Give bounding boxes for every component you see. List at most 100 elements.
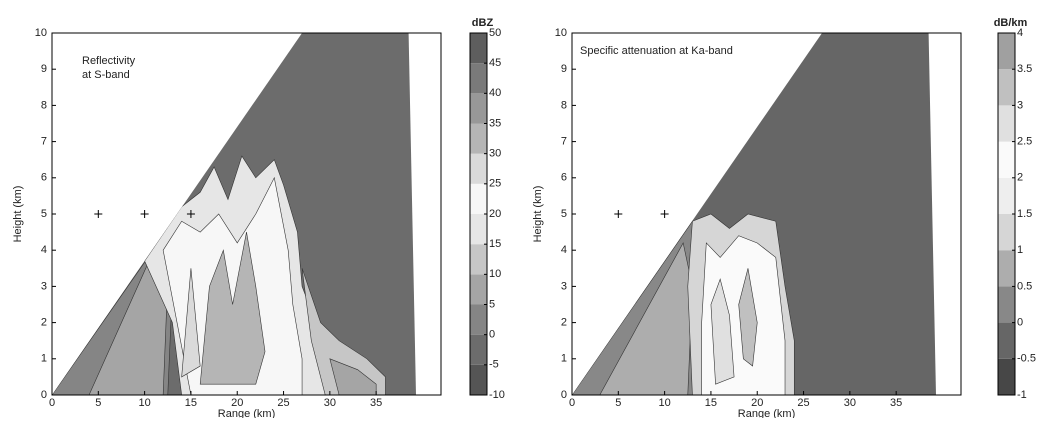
marker: [94, 210, 103, 218]
colorbar-tick-label: 50: [489, 27, 501, 39]
colorbar-tick-label: 20: [489, 208, 501, 220]
annotation: Reflectivity: [82, 55, 136, 67]
x-tick-label: 25: [277, 397, 289, 409]
y-tick-label: 9: [561, 63, 567, 75]
annotation: at S-band: [82, 69, 130, 81]
y-tick-label: 1: [561, 353, 567, 365]
y-tick-label: 0: [41, 389, 47, 401]
y-tick-label: 5: [561, 208, 567, 220]
colorbar-segment: [470, 33, 487, 64]
colorbar-tick-label: 4: [1017, 27, 1023, 39]
x-tick-label: 0: [49, 397, 55, 409]
annotation: Specific attenuation at Ka-band: [580, 45, 733, 57]
y-tick-label: 8: [41, 99, 47, 111]
colorbar-segment: [470, 93, 487, 124]
x-tick-label: 10: [138, 397, 150, 409]
colorbar-segment: [470, 123, 487, 154]
marker: [186, 210, 195, 218]
colorbar-segment: [470, 63, 487, 94]
colorbar-tick-label: -10: [489, 389, 505, 401]
colorbar-segment: [998, 69, 1015, 106]
contour-region: [181, 268, 201, 378]
x-tick-label: 15: [705, 397, 717, 409]
colorbar-tick-label: 45: [489, 57, 501, 69]
colorbar-tick-label: 0: [1017, 317, 1023, 329]
colorbar-tick-label: 15: [489, 238, 501, 250]
colorbar-label: dBZ: [472, 17, 494, 29]
marker: [140, 210, 149, 218]
colorbar-segment: [470, 214, 487, 245]
y-axis-label: Height (km): [12, 186, 24, 243]
x-tick-label: 25: [797, 397, 809, 409]
colorbar-tick-label: 1.5: [1017, 208, 1032, 220]
x-tick-label: 30: [324, 397, 336, 409]
colorbar-segment: [470, 274, 487, 305]
y-tick-label: 10: [555, 27, 567, 39]
colorbar-segment: [998, 33, 1015, 70]
colorbar-tick-label: -1: [1017, 389, 1027, 401]
colorbar-tick-label: -5: [489, 359, 499, 371]
y-tick-label: 5: [41, 208, 47, 220]
colorbar-tick-label: 10: [489, 268, 501, 280]
y-tick-label: 7: [41, 136, 47, 148]
x-tick-label: 35: [370, 397, 382, 409]
colorbar-segment: [998, 177, 1015, 214]
colorbar-tick-label: 3.5: [1017, 63, 1032, 75]
colorbar-segment: [470, 153, 487, 184]
x-tick-label: 35: [890, 397, 902, 409]
colorbar-segment: [998, 214, 1015, 251]
y-tick-label: 3: [41, 280, 47, 292]
x-axis-label: Range (km): [738, 408, 795, 418]
marker: [614, 210, 623, 218]
y-tick-label: 2: [561, 317, 567, 329]
colorbar-tick-label: -0.5: [1017, 353, 1036, 365]
x-tick-label: 0: [569, 397, 575, 409]
y-tick-label: 8: [561, 99, 567, 111]
colorbar-segment: [998, 250, 1015, 287]
marker: [660, 210, 669, 218]
colorbar-segment: [998, 286, 1015, 323]
y-tick-label: 10: [35, 27, 47, 39]
colorbar-segment: [998, 105, 1015, 142]
contour-region: [329, 358, 377, 395]
colorbar-tick-label: 1: [1017, 244, 1023, 256]
y-tick-label: 4: [41, 244, 47, 256]
y-axis-label: Height (km): [532, 186, 544, 243]
colorbar-segment: [470, 364, 487, 395]
x-tick-label: 20: [231, 397, 243, 409]
colorbar-tick-label: 35: [489, 117, 501, 129]
colorbar-segment: [470, 304, 487, 335]
colorbar-segment: [470, 334, 487, 365]
y-tick-label: 3: [561, 280, 567, 292]
colorbar-segment: [470, 244, 487, 275]
x-tick-label: 15: [185, 397, 197, 409]
colorbar-tick-label: 2: [1017, 172, 1023, 184]
colorbar-segment: [998, 141, 1015, 178]
contour-region: [199, 232, 266, 385]
colorbar-tick-label: 2.5: [1017, 136, 1032, 148]
colorbar-tick-label: 25: [489, 178, 501, 190]
colorbar-label: dB/km: [994, 17, 1028, 29]
x-tick-label: 20: [751, 397, 763, 409]
colorbar-tick-label: 5: [489, 298, 495, 310]
contour-region: [599, 242, 693, 395]
contour-field: [52, 155, 386, 395]
y-tick-label: 2: [41, 317, 47, 329]
x-axis-label: Range (km): [218, 408, 275, 418]
y-tick-label: 6: [561, 172, 567, 184]
y-tick-label: 6: [41, 172, 47, 184]
x-tick-label: 30: [844, 397, 856, 409]
y-tick-label: 0: [561, 389, 567, 401]
colorbar-segment: [998, 322, 1015, 359]
y-tick-label: 9: [41, 63, 47, 75]
contour-region: [301, 268, 386, 395]
y-tick-label: 4: [561, 244, 567, 256]
colorbar-tick-label: 0: [489, 329, 495, 341]
contour-region: [710, 278, 735, 385]
x-tick-label: 5: [95, 397, 101, 409]
colorbar-tick-label: 30: [489, 148, 501, 160]
y-tick-label: 7: [561, 136, 567, 148]
colorbar-segment: [470, 183, 487, 214]
colorbar-tick-label: 0.5: [1017, 280, 1032, 292]
